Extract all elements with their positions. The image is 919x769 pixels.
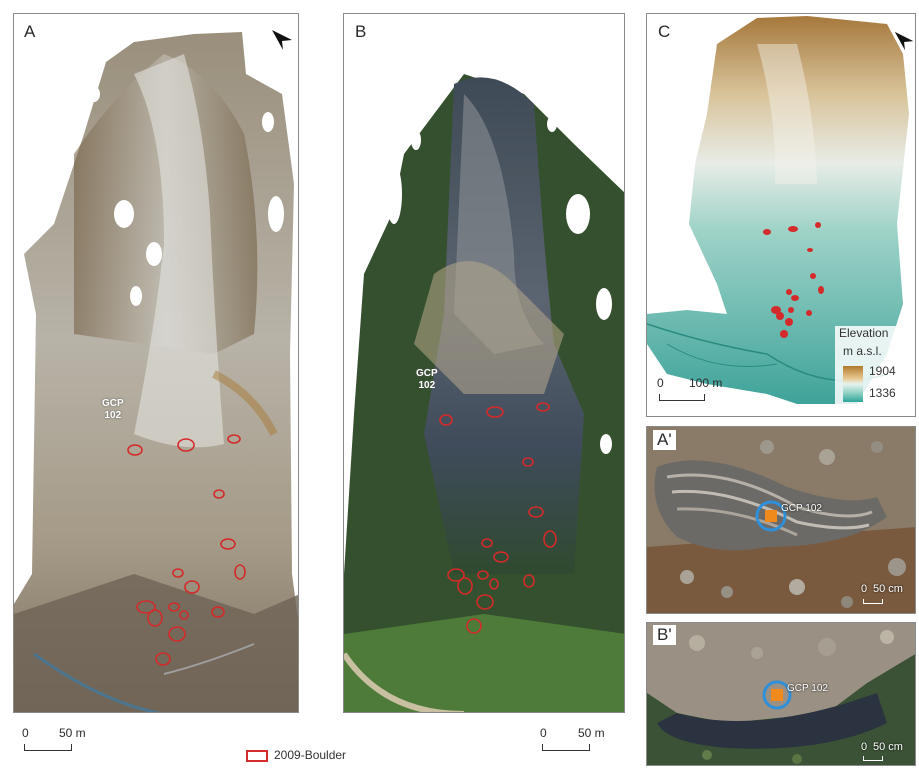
scale-length: 50 m [578, 726, 605, 740]
scale-line [863, 599, 883, 604]
scale-zero: 0 [22, 726, 29, 740]
boulder-legend: 2009-Boulder [238, 716, 366, 766]
scale-length: 50 cm [873, 583, 903, 595]
north-arrow-icon [894, 31, 914, 51]
panel-label: C [658, 22, 671, 41]
orthophoto-a [14, 14, 298, 712]
orthophoto-b [344, 14, 624, 712]
scale-length: 100 m [689, 376, 723, 390]
gcp-label: GCP 102 [416, 368, 438, 391]
scale-length: 50 cm [873, 741, 903, 753]
scale-line [863, 756, 883, 761]
gcp-label: GCP 102 [781, 503, 822, 514]
panel-a-prime-closeup: A' GCP 102 0 50 cm [646, 426, 916, 614]
hillshade-elevation [647, 14, 915, 416]
boulder-outlines-a [127, 434, 246, 666]
gcp-circle [755, 500, 787, 532]
scale-bar-b: 0 50 m [528, 716, 625, 766]
scale-bar-a: 0 50 m [13, 716, 123, 766]
panel-label: A' [653, 430, 676, 450]
scale-zero: 0 [540, 726, 547, 740]
closeup-photo-a [647, 427, 915, 613]
elevation-legend: Elevation m a.s.l. 1904 1336 [835, 326, 915, 416]
panel-b-prime-closeup: B' GCP 102 0 50 cm [646, 622, 916, 766]
panel-c-elevation-model: C 0 100 m Elevation m a.s.l. 1904 1336 [646, 13, 916, 417]
scale-zero: 0 [657, 376, 664, 390]
elevation-legend-title: Elevation [839, 326, 889, 340]
gcp-marker [765, 510, 777, 522]
north-arrow-icon [272, 30, 292, 50]
boulder-outlines-b [439, 402, 557, 634]
scale-bar-a-prime: 0 50 cm [859, 583, 915, 611]
scale-bar-b-prime: 0 50 cm [859, 741, 915, 765]
closeup-photo-b [647, 623, 915, 765]
scale-length: 50 m [59, 726, 86, 740]
gcp-label: GCP 102 [102, 398, 124, 421]
scale-line [542, 744, 590, 751]
elevation-legend-unit: m a.s.l. [843, 344, 882, 358]
panel-label: B [355, 22, 367, 41]
gcp-circle [762, 680, 792, 710]
scale-bar-c: 0 100 m [647, 376, 727, 416]
elevation-min: 1336 [869, 386, 896, 400]
boulder-markers-c [763, 222, 824, 338]
panel-b-orthophoto: B GCP 102 [343, 13, 625, 713]
boulder-legend-label: 2009-Boulder [274, 748, 347, 762]
scale-line [24, 744, 72, 751]
panel-label: A [24, 22, 36, 41]
gcp-label: GCP 102 [787, 683, 828, 694]
panel-label: B' [653, 625, 676, 645]
boulder-legend-swatch [246, 750, 268, 762]
scale-zero: 0 [861, 583, 868, 595]
gcp-marker [771, 689, 783, 701]
scale-zero: 0 [861, 741, 868, 753]
scale-line [659, 394, 705, 401]
panel-a-orthophoto-2009: A GCP 102 [13, 13, 299, 713]
elevation-max: 1904 [869, 364, 896, 378]
elevation-color-ramp [843, 366, 863, 402]
